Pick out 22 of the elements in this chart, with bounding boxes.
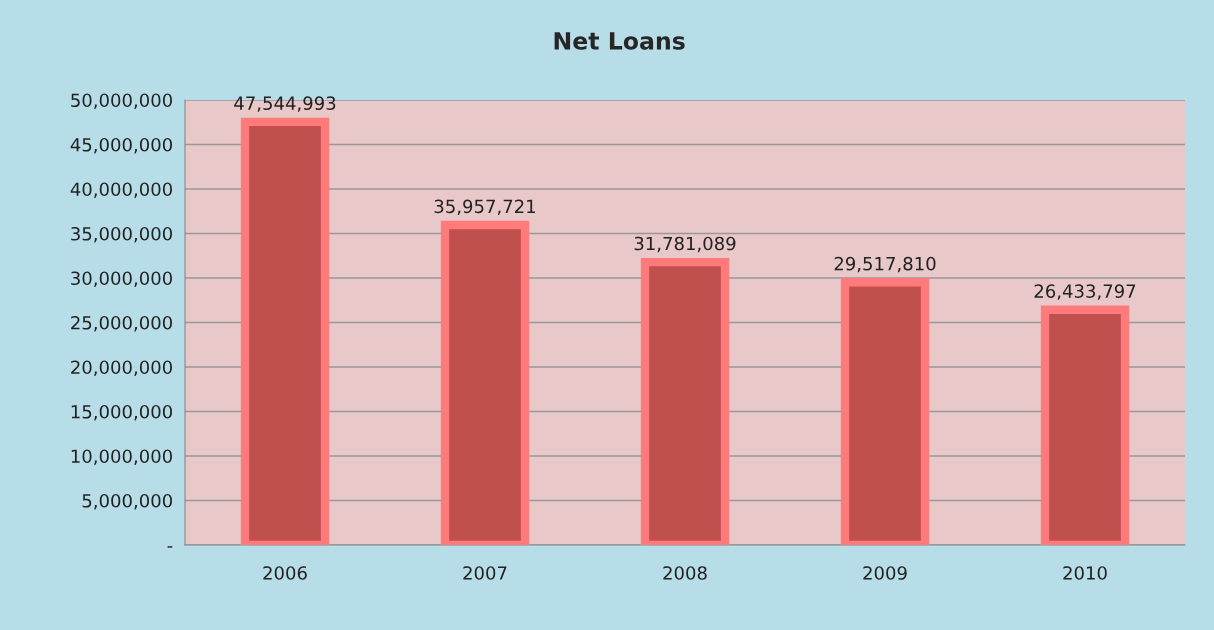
x-tick-label: 2010 <box>1063 566 1107 580</box>
data-label: 29,517,810 <box>834 256 936 273</box>
y-tick-label: 20,000,000 <box>71 360 172 376</box>
y-tick-label: 30,000,000 <box>71 271 172 287</box>
y-tick-label: - <box>167 546 173 548</box>
y-tick-label: 50,000,000 <box>71 93 172 109</box>
x-tick-label: 2009 <box>863 566 907 580</box>
y-tick-label: 25,000,000 <box>71 315 172 332</box>
data-label: 26,433,797 <box>1034 284 1136 300</box>
chart-title: Net Loans <box>554 32 685 50</box>
data-label: 47,544,993 <box>234 96 336 112</box>
x-tick-label: 2007 <box>463 566 507 580</box>
y-tick-label: 40,000,000 <box>70 182 172 198</box>
y-tick-label: 35,000,000 <box>71 226 172 243</box>
data-label: 31,781,089 <box>634 236 736 253</box>
x-tick-label: 2006 <box>263 566 307 580</box>
y-tick-label: 15,000,000 <box>71 404 172 421</box>
data-label: 35,957,721 <box>434 199 536 215</box>
y-tick-label: 45,000,000 <box>70 137 172 154</box>
y-tick-label: 5,000,000 <box>82 493 172 510</box>
y-tick-label: 10,000,000 <box>71 449 172 465</box>
x-tick-label: 2008 <box>663 566 707 580</box>
